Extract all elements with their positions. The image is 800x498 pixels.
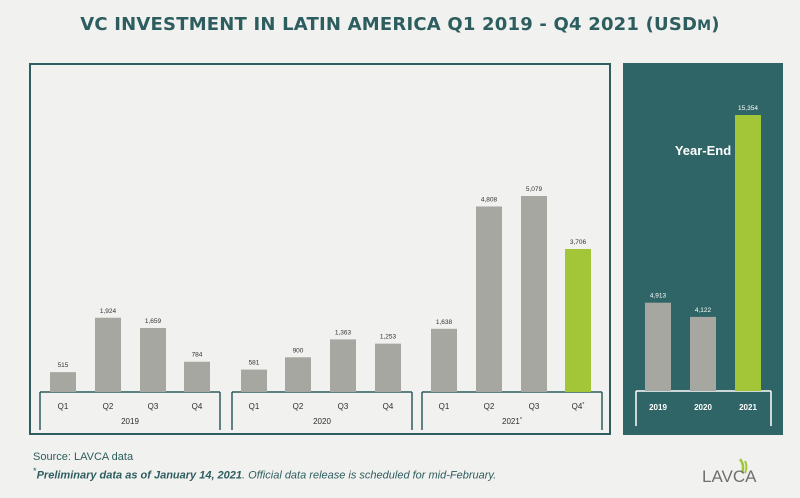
data-label: 5,079	[526, 186, 543, 193]
footnote: *Preliminary data as of January 14, 2021…	[33, 466, 497, 482]
quarterly-chart-panel	[29, 63, 611, 435]
bar	[285, 357, 311, 392]
bar	[95, 317, 121, 392]
data-label: 900	[293, 347, 304, 354]
tick-label: Q1	[249, 402, 260, 411]
data-label: 1,253	[380, 334, 397, 341]
tick-label: Q4	[192, 402, 203, 411]
data-label: 1,638	[436, 319, 453, 326]
data-label: 4,808	[481, 196, 498, 203]
group-label: 2020	[313, 417, 331, 426]
tick-label: Q2	[103, 402, 114, 411]
data-label: 784	[192, 352, 203, 359]
bar	[431, 328, 457, 392]
bar	[521, 196, 547, 392]
data-label: 581	[249, 360, 260, 367]
year-bar	[735, 115, 761, 391]
tick-label: Q3	[529, 402, 540, 411]
year-tick-label: 2020	[694, 403, 712, 412]
tick-label: Q3	[338, 402, 349, 411]
tick-label: Q1	[439, 402, 450, 411]
year-bar	[645, 302, 671, 391]
data-label: 1,659	[145, 318, 162, 325]
lavca-logo: LAVCA	[702, 458, 757, 485]
bar	[565, 248, 591, 392]
group-label: 2019	[121, 417, 139, 426]
bar	[140, 327, 166, 392]
bar	[241, 369, 267, 392]
year-tick-label: 2021	[739, 403, 757, 412]
tick-label: Q2	[293, 402, 304, 411]
data-label: 3,706	[570, 239, 587, 246]
data-label: 1,363	[335, 329, 352, 336]
chart-title: VC INVESTMENT IN LATIN AMERICA Q1 2019 -…	[80, 14, 720, 35]
tick-label: Q3	[148, 402, 159, 411]
bar	[50, 372, 76, 392]
year-data-label: 4,913	[650, 293, 667, 300]
data-label: 515	[58, 362, 69, 369]
tick-label: Q2	[484, 402, 495, 411]
source-note: Source: LAVCA data	[33, 451, 134, 463]
year-data-label: 15,354	[738, 105, 758, 112]
tick-label: Q4	[383, 402, 394, 411]
tick-label: Q4*	[572, 402, 586, 411]
group-label: 2021*	[502, 417, 523, 426]
logo-text: LAVCA	[702, 467, 757, 485]
data-label: 1,924	[100, 308, 117, 315]
tick-label: Q1	[58, 402, 69, 411]
bar	[184, 361, 210, 392]
year-bar	[690, 316, 716, 391]
bar	[375, 343, 401, 392]
year-tick-label: 2019	[649, 403, 667, 412]
bar	[476, 206, 502, 392]
bar	[330, 339, 356, 392]
year-data-label: 4,122	[695, 307, 712, 314]
year-end-title: Year-End	[674, 143, 732, 158]
